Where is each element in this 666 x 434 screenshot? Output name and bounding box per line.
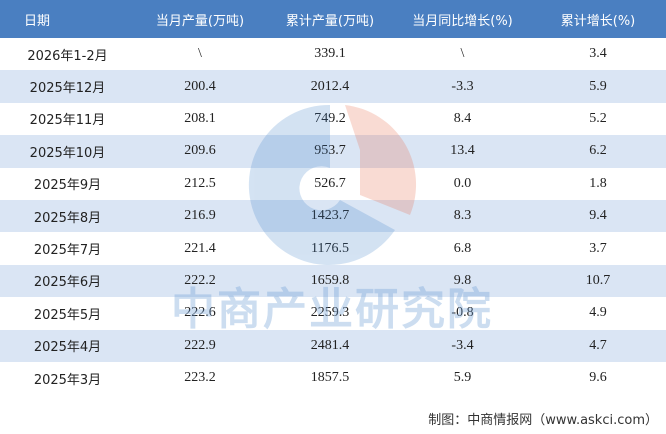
table-cell: 222.6 — [184, 305, 216, 321]
table-row: 2025年3月 223.2 1857.5 5.9 9.6 — [0, 362, 666, 394]
table-row: 2025年5月 222.6 2259.3 -0.8 4.9 — [0, 297, 666, 329]
table-cell: 3.4 — [589, 46, 607, 62]
table-cell: 216.9 — [135, 199, 265, 233]
table-cell: 2025年4月 — [0, 329, 135, 362]
data-table: 日期 当月产量(万吨) 累计产量(万吨) 当月同比增长(%) 累计增长(%) 2026年… — [0, 0, 666, 394]
table-cell: 4.7 — [530, 329, 666, 362]
table-cell: -3.3 — [395, 70, 530, 103]
table-cell: 2025年10月 — [0, 135, 135, 168]
table-cell: 5.9 — [530, 70, 666, 103]
table-cell: 2025年12月 — [0, 70, 135, 103]
header-cell: 当月产量(万吨) — [135, 0, 265, 38]
table-cell: 9.4 — [530, 199, 666, 233]
table-cell: 2481.4 — [265, 329, 395, 362]
table-cell: 8.4 — [453, 110, 472, 126]
table-cell: 223.2 — [184, 370, 216, 386]
table-cell: 2025年5月 — [33, 307, 102, 323]
table-cell: 209.6 — [135, 135, 265, 168]
header-cell: 当月同比增长(%) — [395, 0, 530, 38]
table-cell: 1176.5 — [311, 240, 349, 256]
table-cell: 2025年6月 — [0, 264, 135, 298]
table-row: 2025年7月 221.4 1176.5 6.8 3.7 — [0, 232, 666, 264]
source-note: 制图：中商情报网（www.askci.com） — [428, 413, 658, 428]
table-body: 2026年1-2月 \ 339.1 \ 3.4 2025年12月 200.4 2012.4 -3… — [0, 38, 666, 394]
table-cell: 2025年9月 — [33, 178, 102, 194]
table-cell: 2025年7月 — [33, 243, 102, 259]
table-cell: 9.6 — [589, 370, 607, 386]
table-cell: 9.8 — [395, 264, 530, 298]
table-cell: 953.7 — [265, 135, 395, 168]
table-cell: 1423.7 — [265, 199, 395, 233]
table-cell: 208.1 — [184, 110, 216, 126]
table-row: 2026年1-2月 \ 339.1 \ 3.4 — [0, 38, 666, 70]
header-cell: 累计增长(%) — [530, 0, 666, 38]
table-cell: 200.4 — [135, 70, 265, 103]
table-cell: 2012.4 — [265, 70, 395, 103]
table-cell: 10.7 — [530, 264, 666, 298]
table-cell: -0.8 — [451, 305, 474, 321]
table-row: 2025年9月 212.5 526.7 0.0 1.8 — [0, 168, 666, 200]
table-cell: 749.2 — [314, 110, 346, 126]
header-cell: 日期 — [0, 0, 135, 38]
header-row: 日期 当月产量(万吨) 累计产量(万吨) 当月同比增长(%) 累计增长(%) — [0, 0, 666, 38]
table-cell: 6.8 — [453, 240, 472, 256]
table-cell: 1857.5 — [310, 370, 350, 386]
table-cell: 526.7 — [314, 175, 346, 191]
table-row: 2025年12月 200.4 2012.4 -3.3 5.9 — [0, 70, 666, 103]
table-cell: 4.9 — [589, 305, 607, 321]
table-cell: 2025年11月 — [29, 113, 106, 129]
table-cell: 0.0 — [453, 175, 472, 191]
table-row: 2025年4月 222.9 2481.4 -3.4 4.7 — [0, 329, 666, 362]
table-cell: 2025年8月 — [0, 199, 135, 233]
table-cell: \ — [460, 46, 465, 62]
table-cell: 1.8 — [589, 175, 607, 191]
table-row: 2025年6月 222.2 1659.8 9.8 10.7 — [0, 264, 666, 298]
table-cell: 3.7 — [589, 240, 607, 256]
table-cell: 6.2 — [530, 135, 666, 168]
table-cell: 212.5 — [184, 175, 216, 191]
table-cell: 221.4 — [184, 240, 216, 256]
table-row: 2025年11月 208.1 749.2 8.4 5.2 — [0, 103, 666, 135]
table-cell: 1659.8 — [265, 264, 395, 298]
table-cell: 2025年3月 — [33, 372, 102, 388]
table-cell: 13.4 — [395, 135, 530, 168]
table-cell: 222.9 — [135, 329, 265, 362]
table-cell: 2259.3 — [310, 305, 350, 321]
table-cell: \ — [198, 46, 202, 62]
table-row: 2025年8月 216.9 1423.7 8.3 9.4 — [0, 199, 666, 233]
table-row: 2025年10月 209.6 953.7 13.4 6.2 — [0, 135, 666, 168]
table-cell: 5.2 — [589, 110, 607, 126]
table-cell: 339.1 — [314, 46, 346, 62]
table-cell: 8.3 — [395, 199, 530, 233]
table-cell: 222.2 — [135, 264, 265, 298]
table-cell: 2026年1-2月 — [27, 48, 108, 64]
table-cell: 5.9 — [453, 370, 472, 386]
table-cell: -3.4 — [395, 329, 530, 362]
header-cell: 累计产量(万吨) — [265, 0, 395, 38]
